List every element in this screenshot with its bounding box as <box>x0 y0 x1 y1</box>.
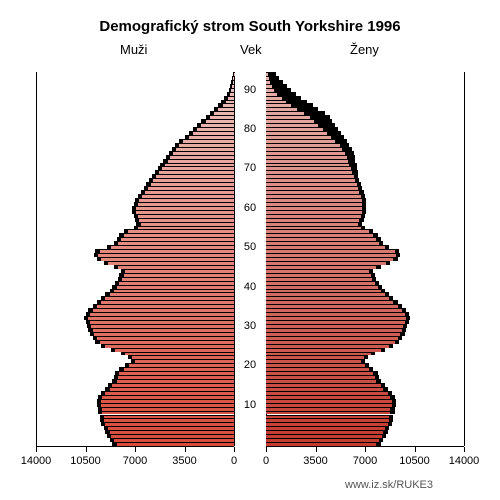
source-url: www.iz.sk/RUKE3 <box>345 479 433 491</box>
x-tick: 14000 <box>21 455 52 467</box>
age-tick: 20 <box>234 359 266 371</box>
age-tick: 60 <box>234 202 266 214</box>
x-tick: 0 <box>263 455 269 467</box>
chart-title: Demografický strom South Yorkshire 1996 <box>0 18 500 35</box>
plot-area: 10 20 30 40 50 60 70 80 90 <box>0 72 500 446</box>
x-tick: 10500 <box>399 455 430 467</box>
x-tick: 7000 <box>353 455 377 467</box>
age-tick: 70 <box>234 162 266 174</box>
x-tick: 0 <box>231 455 237 467</box>
age-tick: 10 <box>234 399 266 411</box>
label-male: Muži <box>120 42 147 57</box>
population-pyramid: Demografický strom South Yorkshire 1996 … <box>0 0 500 500</box>
label-female: Ženy <box>350 42 379 57</box>
age-tick: 30 <box>234 320 266 332</box>
x-tick: 3500 <box>303 455 327 467</box>
x-tick: 7000 <box>123 455 147 467</box>
age-tick: 80 <box>234 123 266 135</box>
x-axis-right: 0350070001050014000 <box>266 446 464 476</box>
label-age: Vek <box>240 42 262 57</box>
age-tick: 40 <box>234 281 266 293</box>
age-tick: 50 <box>234 241 266 253</box>
age-tick: 90 <box>234 84 266 96</box>
x-tick: 3500 <box>172 455 196 467</box>
x-tick: 10500 <box>70 455 101 467</box>
x-axis-left: 0350070001050014000 <box>36 446 234 476</box>
x-tick: 14000 <box>449 455 480 467</box>
